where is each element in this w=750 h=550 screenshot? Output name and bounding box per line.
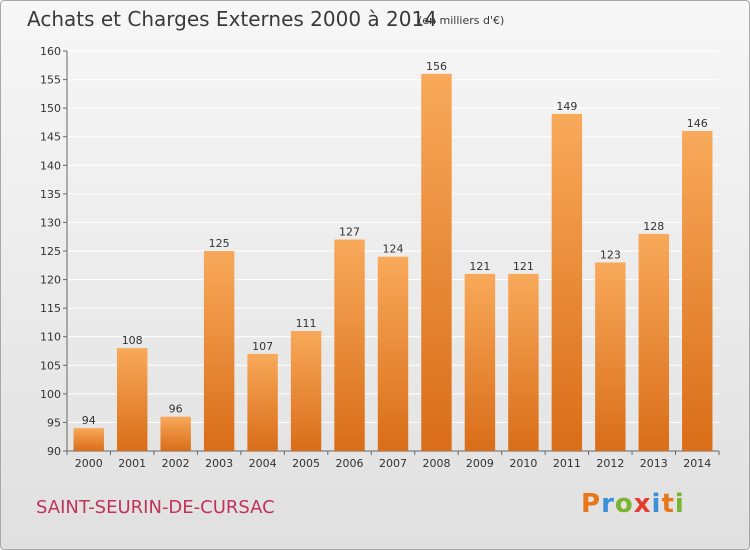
bars bbox=[73, 73, 713, 451]
y-tick-label: 155 bbox=[40, 74, 61, 87]
data-label: 146 bbox=[687, 117, 708, 130]
x-tick-label: 2006 bbox=[336, 457, 364, 470]
x-tick-label: 2004 bbox=[249, 457, 277, 470]
data-label: 94 bbox=[82, 414, 96, 427]
x-tick-label: 2012 bbox=[596, 457, 624, 470]
commune-name: SAINT-SEURIN-DE-CURSAC bbox=[36, 497, 275, 518]
y-tick-label: 150 bbox=[40, 102, 61, 115]
bar bbox=[464, 273, 496, 451]
data-label: 127 bbox=[339, 226, 360, 239]
bar bbox=[638, 233, 670, 451]
data-label: 123 bbox=[600, 248, 621, 261]
data-label: 125 bbox=[209, 237, 230, 250]
y-tick-label: 120 bbox=[40, 274, 61, 287]
data-label: 96 bbox=[169, 403, 183, 416]
bar bbox=[508, 273, 539, 451]
bar bbox=[682, 131, 713, 451]
bar bbox=[73, 428, 104, 451]
bar bbox=[203, 251, 235, 451]
y-tick-label: 160 bbox=[40, 45, 61, 58]
y-tick-label: 105 bbox=[40, 359, 61, 372]
y-tick-label: 90 bbox=[47, 445, 61, 458]
data-label: 149 bbox=[556, 100, 577, 113]
x-tick-label: 2013 bbox=[640, 457, 668, 470]
x-tick-label: 2007 bbox=[379, 457, 407, 470]
data-label: 128 bbox=[643, 220, 664, 233]
x-tick-label: 2010 bbox=[509, 457, 537, 470]
bar bbox=[247, 353, 278, 451]
data-label: 108 bbox=[122, 334, 143, 347]
y-tick-label: 130 bbox=[40, 216, 61, 229]
x-tick-label: 2014 bbox=[683, 457, 711, 470]
x-tick-label: 2005 bbox=[292, 457, 320, 470]
chart-title: Achats et Charges Externes 2000 à 2014 bbox=[27, 7, 437, 31]
bar bbox=[377, 256, 409, 451]
x-tick-label: 2001 bbox=[118, 457, 146, 470]
y-tick-label: 115 bbox=[40, 302, 61, 315]
bar bbox=[290, 331, 322, 451]
y-tick-label: 140 bbox=[40, 159, 61, 172]
y-tick-label: 135 bbox=[40, 188, 61, 201]
data-label: 121 bbox=[513, 260, 534, 273]
x-tick-label: 2000 bbox=[75, 457, 103, 470]
bar bbox=[160, 416, 191, 451]
y-tick-label: 95 bbox=[47, 416, 61, 429]
data-label: 107 bbox=[252, 340, 273, 353]
data-label: 124 bbox=[383, 243, 404, 256]
y-tick-label: 125 bbox=[40, 245, 61, 258]
bar bbox=[334, 239, 365, 451]
bar bbox=[116, 348, 148, 451]
data-label: 121 bbox=[469, 260, 490, 273]
x-tick-label: 2008 bbox=[422, 457, 450, 470]
x-tick-label: 2011 bbox=[553, 457, 581, 470]
y-tick-label: 100 bbox=[40, 388, 61, 401]
x-tick-label: 2002 bbox=[162, 457, 190, 470]
data-label: 111 bbox=[296, 317, 317, 330]
x-tick-label: 2009 bbox=[466, 457, 494, 470]
chart-subtitle: (en milliers d'€) bbox=[418, 14, 505, 27]
proxiti-logo[interactable]: Proxiti bbox=[581, 489, 685, 519]
bar bbox=[595, 262, 626, 451]
labels: 90 95 100 105 110 115 120 125 130 135 140 145 150 155… bbox=[40, 45, 711, 470]
y-tick-label: 110 bbox=[40, 331, 61, 344]
y-tick-label: 145 bbox=[40, 131, 61, 144]
x-tick-label: 2003 bbox=[205, 457, 233, 470]
data-label: 156 bbox=[426, 60, 447, 73]
bar bbox=[551, 113, 583, 451]
bar bbox=[421, 73, 452, 451]
